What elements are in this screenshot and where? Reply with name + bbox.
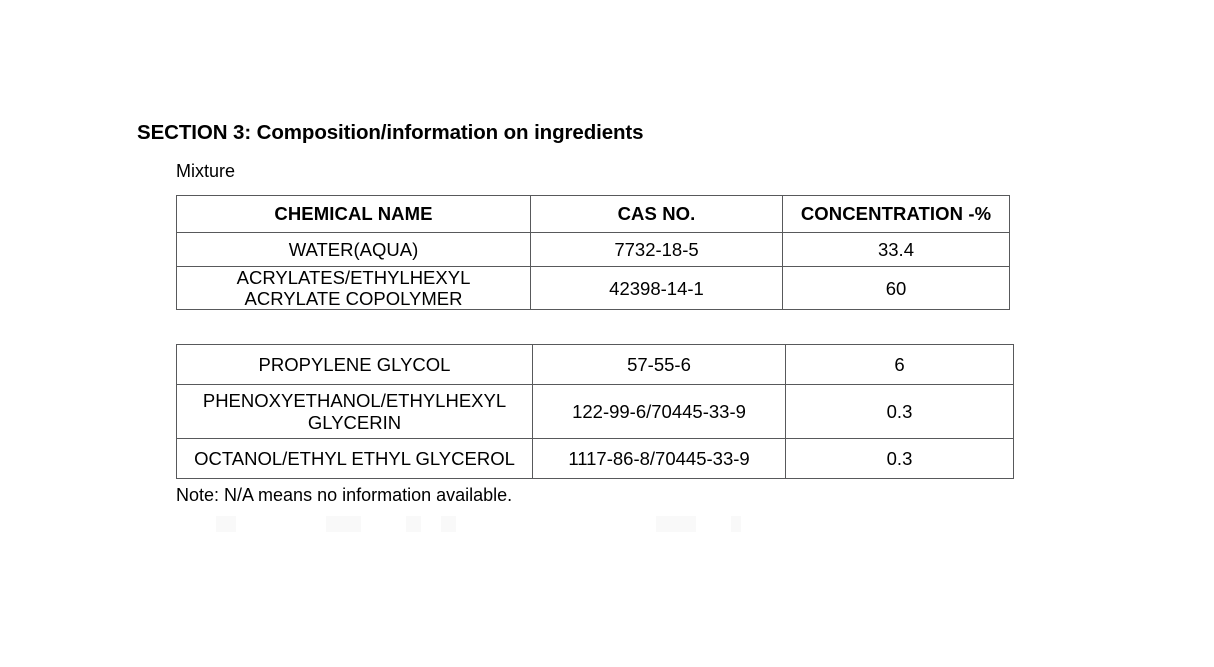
table-row: PHENOXYETHANOL/ETHYLHEXYL GLYCERIN 122-9… xyxy=(176,384,1014,439)
column-header-cas-no: CAS NO. xyxy=(530,195,783,233)
note-text: Note: N/A means no information available… xyxy=(176,485,513,505)
cell-cas-no: 7732-18-5 xyxy=(530,232,783,267)
cell-concentration: 0.3 xyxy=(785,438,1014,479)
table-row: PROPYLENE GLYCOL 57-55-6 6 xyxy=(176,344,1014,385)
cell-chemical-name: PHENOXYETHANOL/ETHYLHEXYL GLYCERIN xyxy=(176,384,533,439)
table-row: ACRYLATES/ETHYLHEXYL ACRYLATE COPOLYMER … xyxy=(176,265,1010,311)
cell-cas-no: 57-55-6 xyxy=(532,344,786,385)
cell-chemical-name: OCTANOL/ETHYL ETHYL GLYCEROL xyxy=(176,438,533,479)
cell-chemical-name: PROPYLENE GLYCOL xyxy=(176,344,533,385)
table-row: OCTANOL/ETHYL ETHYL GLYCEROL 1117-86-8/7… xyxy=(176,438,1014,479)
composition-table-secondary: PROPYLENE GLYCOL 57-55-6 6 PHENOXYETHANO… xyxy=(176,344,1014,479)
cell-concentration: 6 xyxy=(785,344,1014,385)
cell-chemical-name: WATER(AQUA) xyxy=(176,232,531,267)
column-header-chemical-name: CHEMICAL NAME xyxy=(176,195,531,233)
cell-concentration: 60 xyxy=(782,265,1010,311)
composition-table-primary: CHEMICAL NAME CAS NO. CONCENTRATION -% W… xyxy=(176,195,1010,311)
page-title: SECTION 3: Composition/information on in… xyxy=(137,121,644,144)
scan-artifact xyxy=(176,516,866,532)
cell-cas-no: 1117-86-8/70445-33-9 xyxy=(532,438,786,479)
cell-cas-no: 42398-14-1 xyxy=(530,265,783,311)
cell-concentration: 33.4 xyxy=(782,232,1010,267)
mixture-label: Mixture xyxy=(176,161,236,181)
table-row: WATER(AQUA) 7732-18-5 33.4 xyxy=(176,232,1010,267)
cell-cas-no: 122-99-6/70445-33-9 xyxy=(532,384,786,439)
cell-concentration: 0.3 xyxy=(785,384,1014,439)
cell-chemical-name: ACRYLATES/ETHYLHEXYL ACRYLATE COPOLYMER xyxy=(176,265,531,311)
column-header-concentration: CONCENTRATION -% xyxy=(782,195,1010,233)
table-header-row: CHEMICAL NAME CAS NO. CONCENTRATION -% xyxy=(176,195,1010,233)
